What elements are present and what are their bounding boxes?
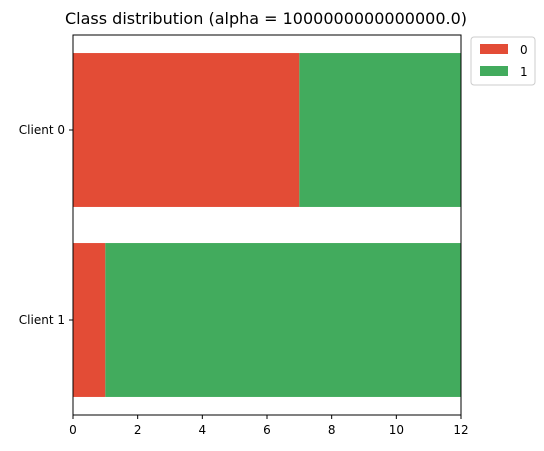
bar-client-0-class-0 (73, 53, 300, 207)
bar-client-1-class-0 (73, 243, 106, 397)
legend-label: 0 (520, 43, 528, 57)
legend-label: 1 (520, 65, 528, 79)
chart-title: Class distribution (alpha = 100000000000… (65, 9, 467, 28)
bar-client-1-class-1 (105, 243, 461, 397)
bars-layer (73, 53, 461, 397)
x-tick-label: 8 (328, 423, 336, 437)
legend-swatch-0 (480, 44, 508, 54)
y-axis: Client 0 Client 1 (19, 123, 73, 327)
bar-client-0-class-1 (299, 53, 461, 207)
legend: 01 (470, 36, 536, 86)
x-tick-label: 0 (69, 423, 77, 437)
y-tick-label: Client 0 (19, 123, 65, 137)
x-axis: 0 2 4 6 8 10 12 (69, 415, 469, 437)
y-tick-label: Client 1 (19, 313, 65, 327)
x-tick-label: 2 (134, 423, 142, 437)
x-tick-label: 12 (453, 423, 468, 437)
legend-swatch-1 (480, 66, 508, 76)
x-tick-label: 4 (199, 423, 207, 437)
x-tick-label: 10 (389, 423, 404, 437)
x-tick-label: 6 (263, 423, 271, 437)
